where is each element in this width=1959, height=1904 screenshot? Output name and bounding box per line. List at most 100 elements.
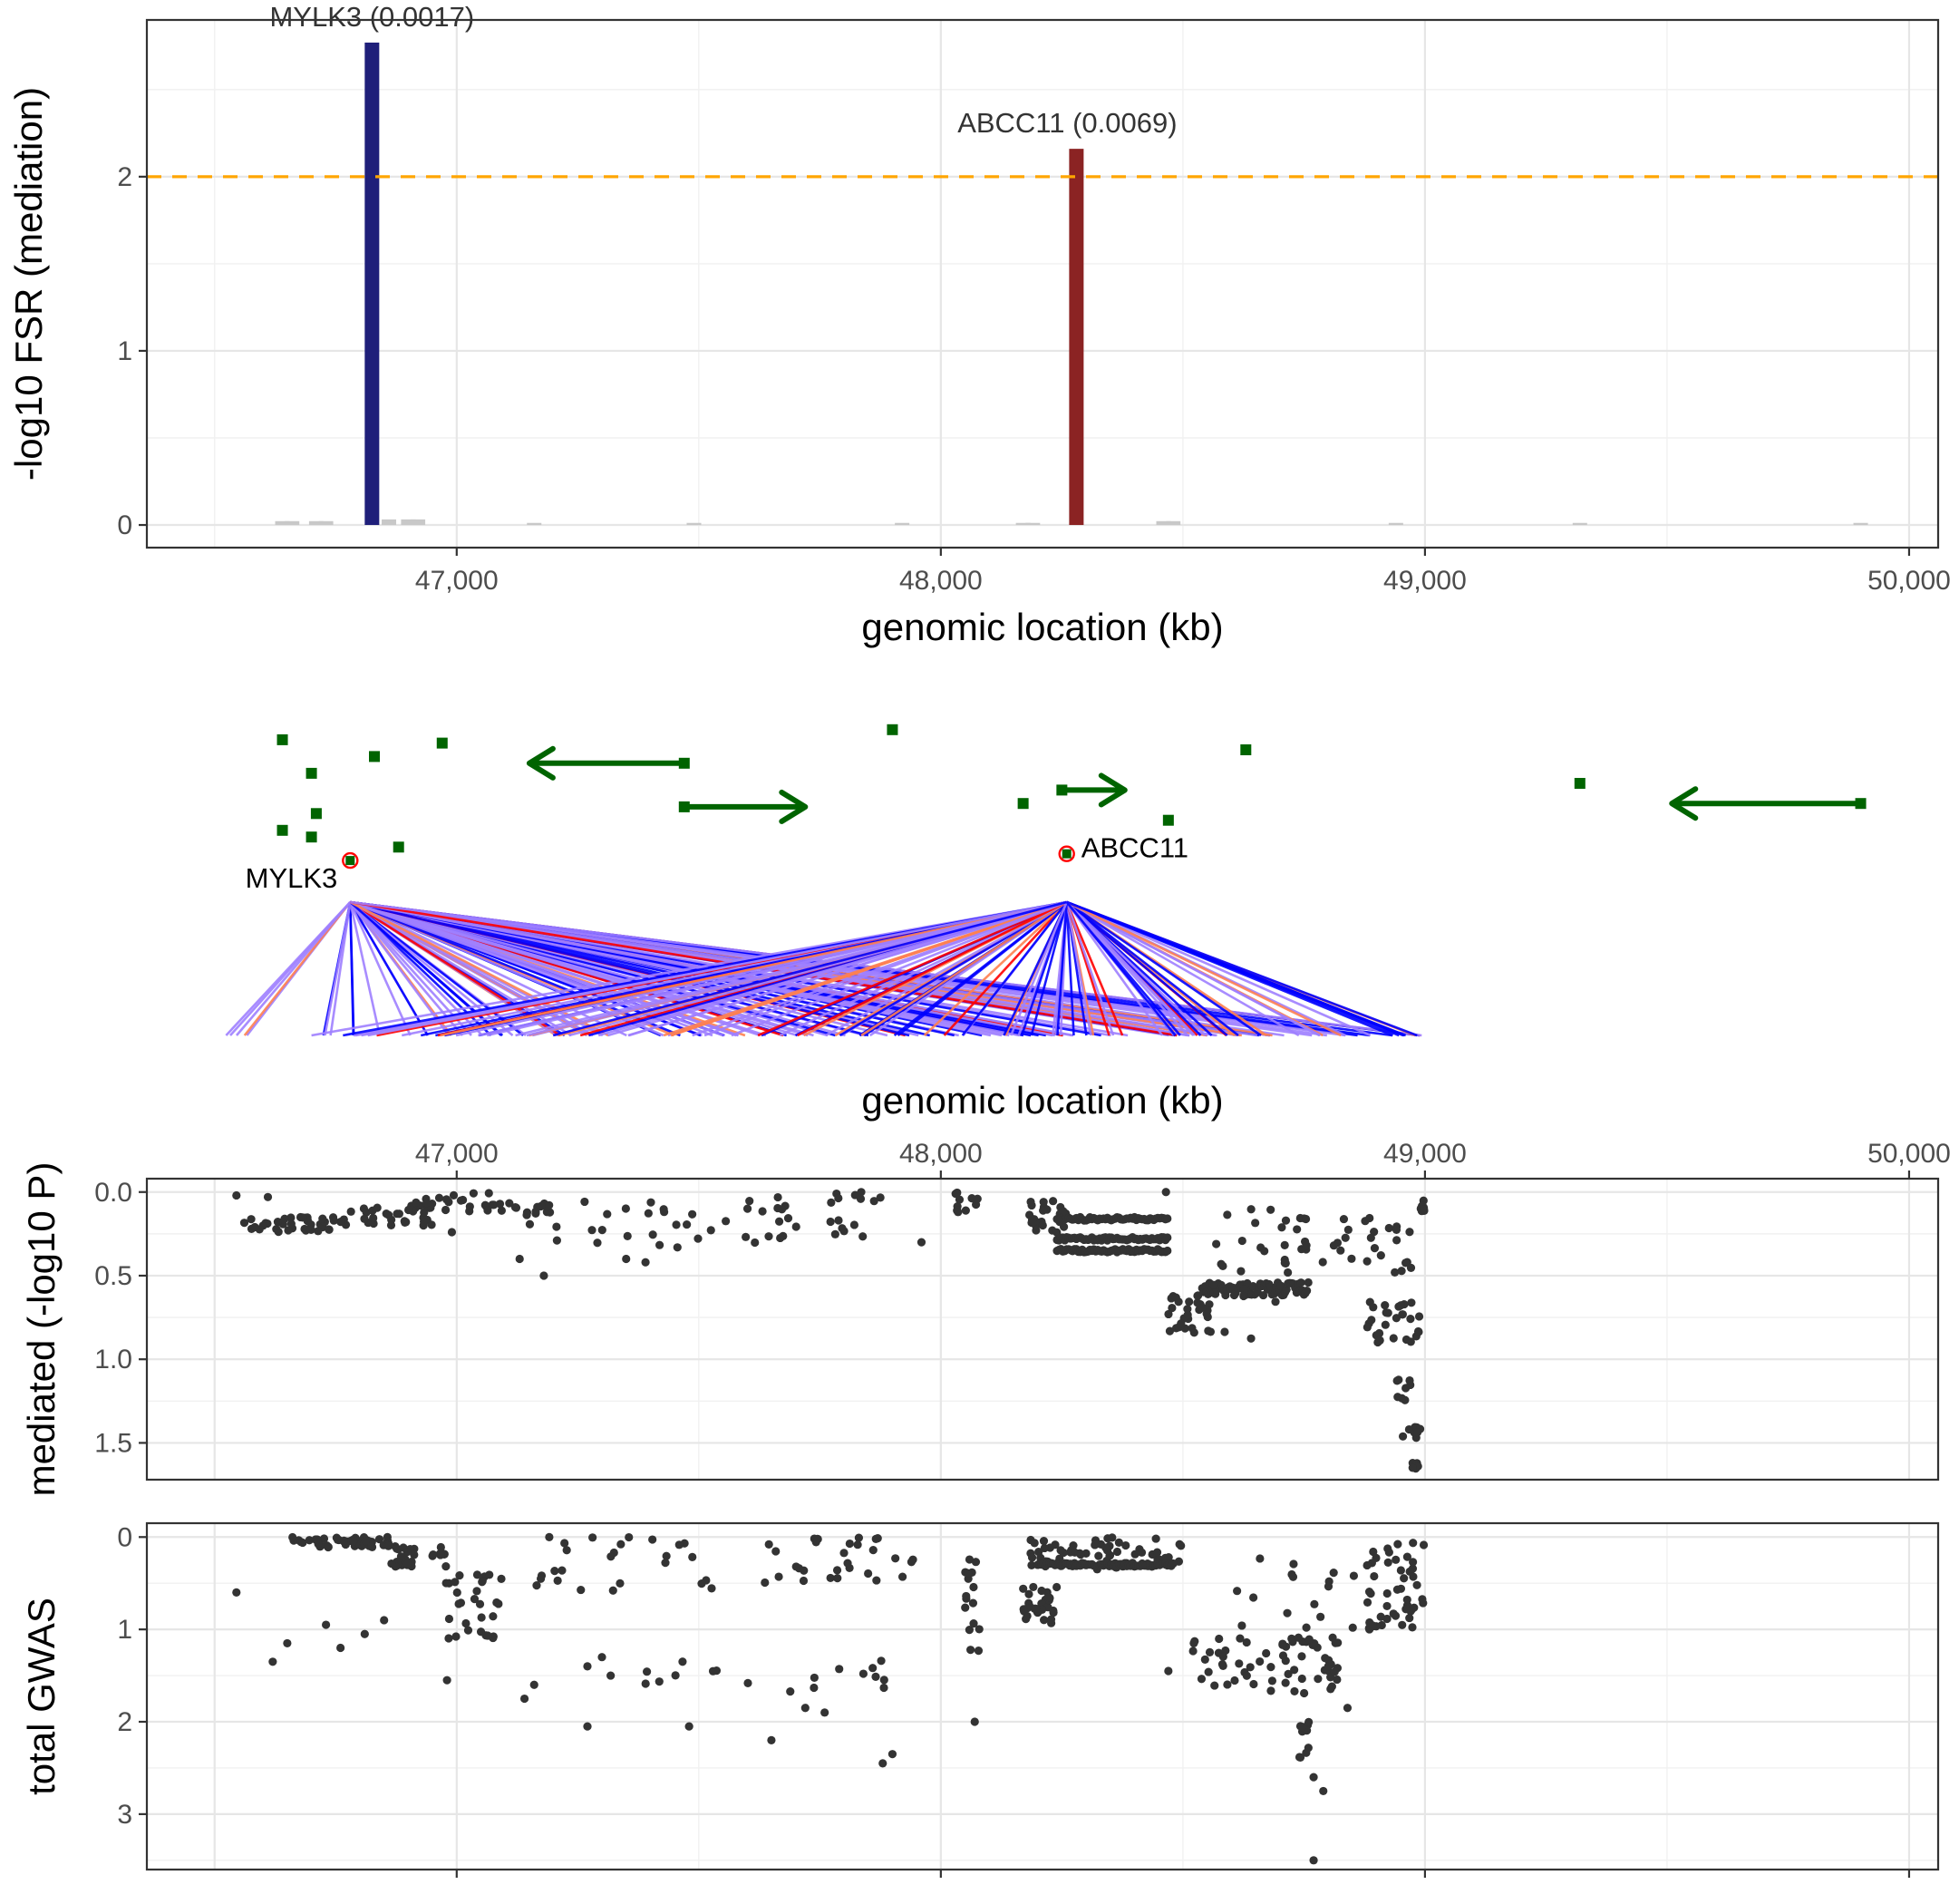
data-point [953, 1188, 962, 1198]
data-point [1400, 1574, 1409, 1583]
data-point [1401, 1258, 1411, 1268]
link-abcc11 [961, 901, 1068, 1036]
data-point [1185, 1297, 1194, 1307]
link-mylk3 [350, 900, 955, 1037]
data-point [346, 1207, 355, 1216]
data-point [583, 1722, 592, 1731]
data-point [286, 1213, 296, 1222]
data-point [758, 1207, 767, 1216]
data-point [1171, 1293, 1180, 1302]
data-point [1343, 1225, 1353, 1234]
data-point [1391, 1268, 1400, 1277]
data-point [830, 1229, 839, 1239]
data-point [441, 1205, 451, 1215]
data-point [1030, 1539, 1039, 1548]
data-point [441, 1562, 451, 1571]
data-point [1392, 1376, 1401, 1385]
data-point [1198, 1303, 1207, 1312]
data-point [1019, 1605, 1028, 1614]
data-point [1200, 1655, 1209, 1665]
data-point [1392, 1314, 1401, 1323]
data-point [475, 1599, 485, 1608]
data-point [854, 1533, 864, 1542]
data-point [322, 1620, 331, 1629]
data-point [1223, 1210, 1232, 1219]
link-abcc11 [1009, 901, 1068, 1036]
data-point [1121, 1540, 1130, 1550]
data-point [1376, 1251, 1385, 1260]
data-point [587, 1226, 596, 1235]
data-point [1027, 1560, 1036, 1570]
data-point [1197, 1675, 1207, 1684]
x-tick-label: 48,000 [899, 566, 983, 596]
panel-background [147, 20, 1938, 548]
link-abcc11 [703, 900, 1068, 1037]
data-point [771, 1547, 781, 1556]
mediator-ring-mylk3 [342, 851, 359, 869]
data-point [1324, 1662, 1333, 1671]
data-point [369, 1213, 378, 1223]
data-point [1210, 1681, 1219, 1690]
data-point [483, 1206, 492, 1215]
gene-label-mylk3: MYLK3 [246, 862, 338, 894]
data-point [1302, 1241, 1311, 1250]
data-point [1336, 1246, 1345, 1255]
data-point [484, 1189, 493, 1198]
data-point [1375, 1336, 1384, 1345]
data-point [1246, 1205, 1256, 1214]
data-point [552, 1222, 561, 1231]
y-axis-title: total GWAS [20, 1598, 63, 1795]
data-point [545, 1532, 554, 1541]
data-point [1175, 1540, 1184, 1549]
data-point [838, 1224, 847, 1233]
data-point [490, 1200, 499, 1209]
data-point [444, 1634, 453, 1643]
data-point [616, 1579, 625, 1588]
data-point [394, 1209, 404, 1219]
data-point [974, 1646, 984, 1656]
data-point [878, 1759, 887, 1768]
data-point [1369, 1547, 1378, 1557]
data-point [969, 1582, 978, 1592]
data-point [688, 1209, 697, 1219]
data-point [1408, 1623, 1417, 1632]
data-point [1031, 1604, 1041, 1613]
link-mylk3 [229, 901, 352, 1036]
link-abcc11 [1065, 901, 1124, 1036]
data-point [621, 1204, 630, 1213]
data-point [1256, 1656, 1265, 1666]
data-point [1101, 1543, 1110, 1552]
data-point [1419, 1540, 1429, 1549]
data-point [1217, 1660, 1227, 1669]
data-point [962, 1591, 971, 1601]
data-point [1381, 1320, 1390, 1329]
data-point [1202, 1309, 1211, 1318]
bar-mylk3 [364, 42, 380, 526]
data-point [1283, 1608, 1292, 1617]
data-point [783, 1213, 793, 1223]
gene-label-abcc11: ABCC11 [1081, 832, 1188, 864]
data-point [1284, 1268, 1293, 1277]
data-point [451, 1632, 461, 1641]
y-axis-title: -log10 FSR (mediation) [7, 87, 50, 481]
data-point [1297, 1722, 1307, 1732]
total-gwas-panel: 0 1 2 3 total GWAS [20, 1521, 1940, 1878]
data-point [845, 1539, 854, 1549]
data-point [562, 1546, 571, 1555]
data-point [622, 1254, 631, 1264]
data-point [361, 1536, 371, 1546]
data-point [1381, 1300, 1390, 1310]
data-point [969, 1618, 978, 1628]
data-point [306, 1225, 315, 1234]
data-point [743, 1678, 752, 1688]
data-point [742, 1204, 752, 1213]
panel-border [145, 1521, 1940, 1871]
background-bar [275, 520, 290, 526]
data-point [380, 1616, 389, 1625]
data-point [1412, 1580, 1421, 1589]
data-point [751, 1238, 760, 1248]
data-point [646, 1198, 655, 1207]
data-point [298, 1213, 307, 1222]
data-point [525, 1219, 535, 1229]
data-point [706, 1226, 715, 1235]
